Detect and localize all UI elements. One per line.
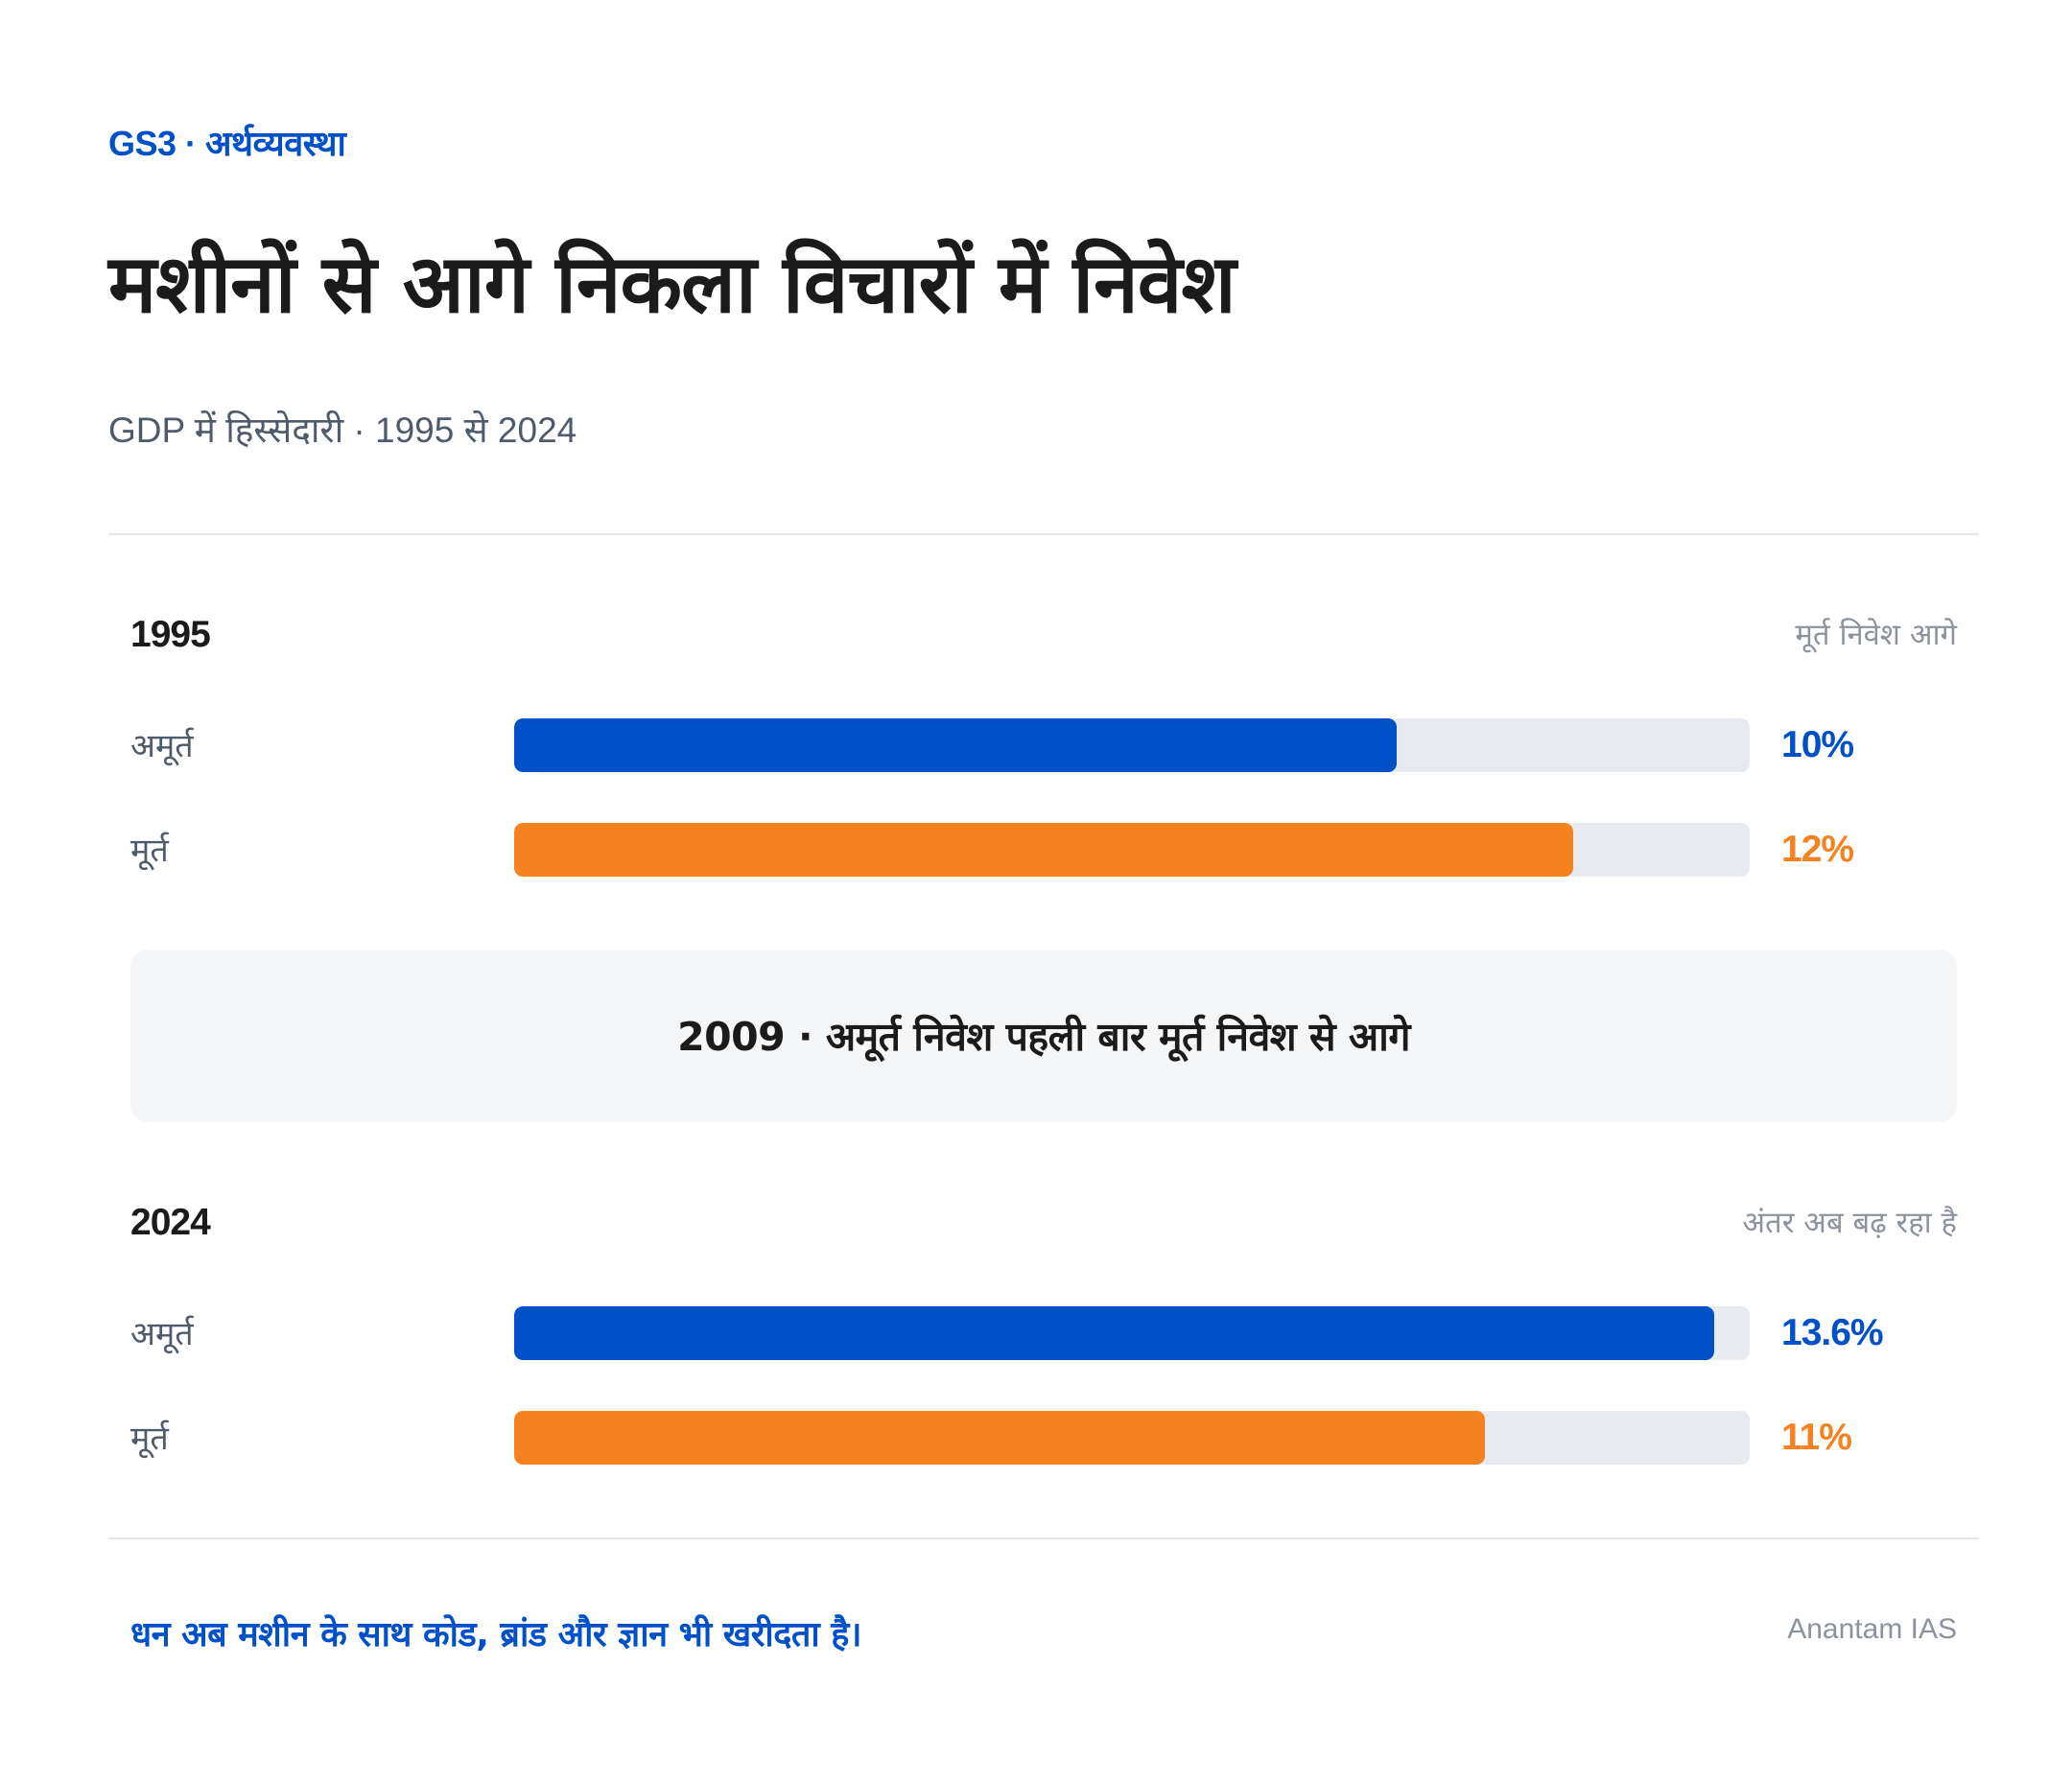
bar-fill [514, 718, 1397, 772]
bar-track [514, 823, 1750, 877]
page-title: मशीनों से आगे निकला विचारों में निवेश [108, 237, 1236, 331]
annotation-callout: 2009 · अमूर्त निवेश पहली बार मूर्त निवेश… [130, 950, 1957, 1122]
bar-track [514, 718, 1750, 772]
bar-label: मूर्त [130, 1420, 169, 1458]
bar-row: अमूर्त 10% [130, 718, 1957, 772]
bar-track [514, 1306, 1750, 1360]
bar-row: मूर्त 12% [130, 823, 1957, 877]
bar-value: 11% [1781, 1417, 1852, 1458]
eyebrow-label: GS3 · अर्थव्यवस्था [108, 124, 346, 163]
bar-value: 10% [1781, 724, 1854, 765]
footer-takeaway: धन अब मशीन के साथ कोड, ब्रांड और ज्ञान भ… [130, 1615, 862, 1655]
bar-value: 13.6% [1781, 1312, 1884, 1353]
bar-fill [514, 1306, 1715, 1360]
bar-label: मूर्त [130, 832, 169, 870]
bar-fill [514, 1411, 1485, 1465]
bar-track [514, 1411, 1750, 1465]
panel-year: 2024 [130, 1202, 211, 1243]
bar-label: अमूर्त [130, 727, 194, 765]
bar-value: 12% [1781, 829, 1854, 870]
top-divider [108, 533, 1979, 535]
bar-fill [514, 823, 1573, 877]
bar-label: अमूर्त [130, 1315, 194, 1353]
bar-row: मूर्त 11% [130, 1411, 1957, 1465]
annotation-text: 2009 · अमूर्त निवेश पहली बार मूर्त निवेश… [677, 1014, 1410, 1060]
panel-note: अंतर अब बढ़ रहा है [1742, 1206, 1957, 1240]
panel-year: 1995 [130, 614, 211, 655]
bottom-divider [108, 1538, 1979, 1539]
panel-note: मूर्त निवेश आगे [1795, 618, 1957, 652]
source-credit: Anantam IAS [1787, 1613, 1957, 1645]
bar-row: अमूर्त 13.6% [130, 1306, 1957, 1360]
chart-subtitle: GDP में हिस्सेदारी · 1995 से 2024 [108, 411, 577, 450]
